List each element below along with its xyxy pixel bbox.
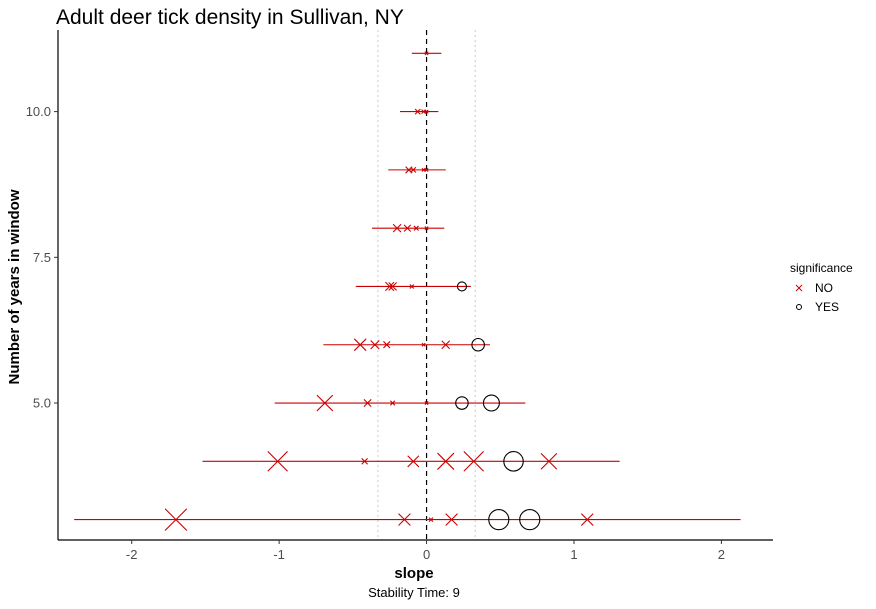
point-stroke — [353, 338, 367, 352]
y-tick-label: 5.0 — [33, 396, 51, 411]
nonsignificant-point — [421, 342, 426, 347]
y-axis-label: Number of years in window — [6, 189, 23, 384]
data-points — [164, 51, 594, 531]
point-stroke — [580, 513, 594, 526]
legend-label: YES — [815, 300, 839, 314]
point-stroke — [463, 451, 485, 472]
nonsignificant-point — [388, 282, 397, 291]
legend-marker-x — [795, 284, 803, 292]
point-stroke — [164, 508, 188, 531]
y-axis-ticks: 5.0 7.5 10.0 — [26, 104, 58, 411]
x-tick-label: -2 — [126, 547, 138, 562]
point-stroke — [398, 513, 411, 526]
point-stroke — [445, 513, 458, 526]
legend-marker-stroke — [795, 284, 803, 292]
nonsignificant-point — [424, 226, 429, 231]
point-stroke — [267, 451, 288, 472]
x-tick-label: 1 — [570, 547, 577, 562]
point-stroke — [424, 109, 429, 114]
nonsignificant-point — [370, 340, 380, 350]
point-stroke — [409, 284, 415, 289]
point-stroke — [407, 455, 420, 468]
point-stroke — [424, 51, 429, 56]
nonsignificant-point — [424, 109, 429, 114]
point-stroke — [424, 400, 429, 406]
point-stroke — [413, 225, 419, 231]
point-stroke — [441, 340, 451, 350]
point-stroke — [361, 457, 368, 465]
point-stroke — [383, 341, 391, 349]
nonsignificant-point — [424, 167, 429, 172]
x-axis-ticks: -2 -1 0 1 2 — [126, 540, 725, 562]
point-stroke — [424, 226, 429, 231]
nonsignificant-point — [361, 457, 368, 465]
x-axis-label: slope — [394, 565, 433, 582]
nonsignificant-point — [353, 338, 367, 352]
nonsignificant-point — [410, 166, 417, 173]
y-tick-label: 10.0 — [26, 104, 51, 119]
significant-point — [456, 281, 467, 292]
point-stroke — [424, 167, 429, 172]
reference-lines — [377, 30, 476, 540]
significant-point — [471, 337, 485, 352]
point-stroke — [437, 452, 455, 470]
legend-items: NO YES — [795, 281, 839, 314]
x-tick-label: -1 — [273, 547, 285, 562]
chart-caption: Stability Time: 9 — [368, 585, 460, 600]
nonsignificant-point — [424, 51, 429, 56]
nonsignificant-point — [267, 451, 288, 472]
nonsignificant-point — [409, 284, 415, 289]
y-tick-label: 7.5 — [33, 250, 51, 265]
nonsignificant-point — [414, 108, 421, 115]
x-tick-label: 0 — [423, 547, 430, 562]
significant-point — [519, 509, 541, 531]
point-stroke — [392, 223, 402, 233]
significant-point — [488, 509, 510, 531]
nonsignificant-point — [428, 517, 434, 522]
significant-point — [482, 394, 500, 412]
point-stroke — [410, 166, 417, 173]
nonsignificant-point — [407, 455, 420, 468]
nonsignificant-point — [540, 453, 558, 470]
point-stroke — [421, 342, 426, 347]
nonsignificant-point — [389, 400, 396, 406]
nonsignificant-point — [164, 508, 188, 531]
x-tick-label: 2 — [718, 547, 725, 562]
point-stroke — [414, 108, 421, 115]
legend: significance NO YES — [790, 261, 853, 314]
nonsignificant-point — [385, 281, 395, 292]
nonsignificant-point — [363, 399, 372, 408]
nonsignificant-point — [463, 451, 485, 472]
nonsignificant-point — [580, 513, 594, 526]
legend-title: significance — [790, 261, 853, 275]
significant-point — [455, 396, 469, 410]
point-stroke — [388, 282, 397, 291]
interval-lines — [74, 52, 741, 521]
nonsignificant-point — [424, 400, 429, 406]
nonsignificant-point — [441, 340, 451, 350]
axes — [57, 30, 773, 541]
nonsignificant-point — [445, 513, 458, 526]
point-stroke — [363, 399, 372, 408]
chart-title: Adult deer tick density in Sullivan, NY — [56, 6, 404, 29]
nonsignificant-point — [383, 341, 391, 349]
nonsignificant-point — [437, 452, 455, 470]
nonsignificant-point — [398, 513, 411, 526]
legend-marker-circle — [796, 304, 802, 310]
nonsignificant-point — [316, 394, 334, 412]
point-stroke — [389, 400, 396, 406]
point-stroke — [316, 394, 334, 412]
nonsignificant-point — [392, 223, 402, 233]
point-stroke — [428, 517, 434, 522]
point-stroke — [370, 340, 380, 350]
nonsignificant-point — [413, 225, 419, 231]
nonsignificant-point — [403, 224, 412, 232]
point-stroke — [385, 281, 395, 292]
point-stroke — [540, 453, 558, 470]
point-stroke — [403, 224, 412, 232]
legend-label: NO — [815, 281, 833, 295]
significant-point — [503, 451, 524, 472]
